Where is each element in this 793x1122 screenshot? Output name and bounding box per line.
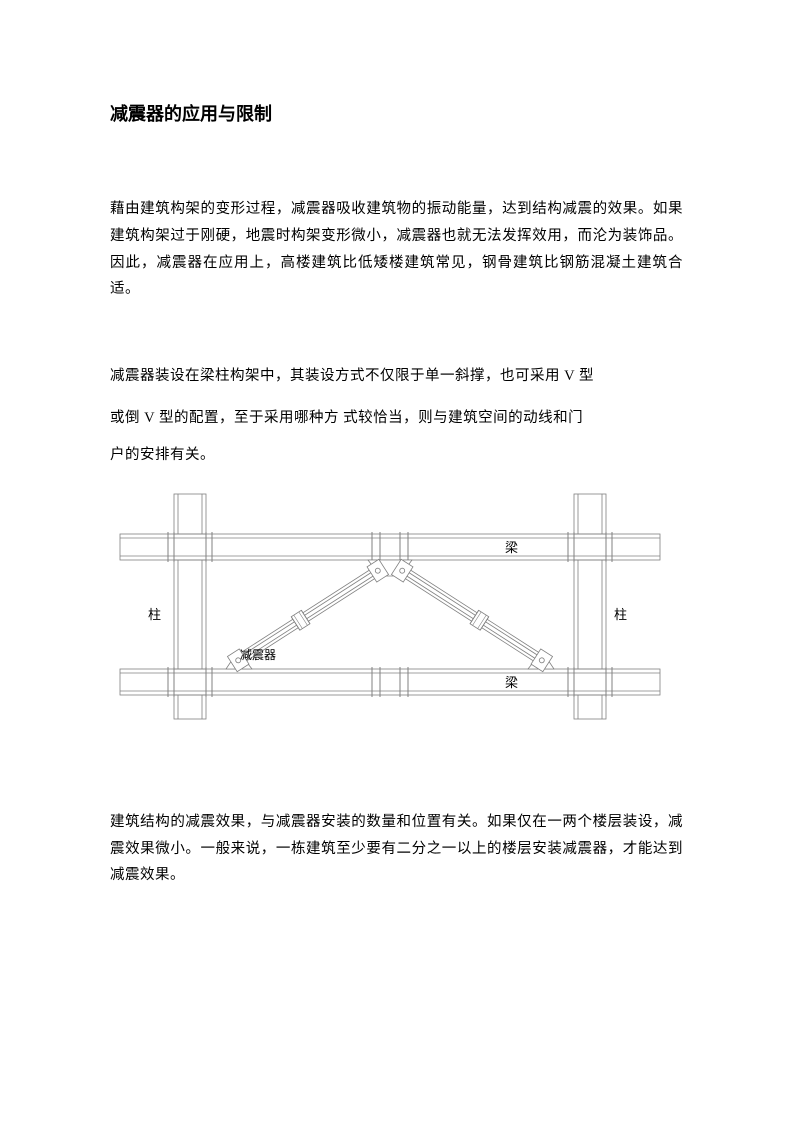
page-title: 减震器的应用与限制 — [110, 100, 683, 126]
paragraph-5: 建筑结构的减震效果，与减震器安装的数量和位置有关。如果仅在一两个楼层装设，减震效… — [110, 809, 683, 889]
svg-text:柱: 柱 — [614, 607, 627, 622]
damper-svg: 梁梁柱柱减震器 — [110, 489, 670, 729]
svg-text:梁: 梁 — [505, 540, 518, 555]
paragraph-3: 或倒 V 型的配置，至于采用哪种方 式较恰当，则与建筑空间的动线和门 — [110, 405, 683, 432]
paragraph-4: 户的安排有关。 — [110, 442, 683, 469]
svg-text:减震器: 减震器 — [240, 648, 276, 662]
damper-diagram: 梁梁柱柱减震器 — [110, 489, 670, 729]
svg-text:柱: 柱 — [148, 607, 161, 622]
svg-text:梁: 梁 — [505, 675, 518, 690]
paragraph-1: 藉由建筑构架的变形过程，减震器吸收建筑物的振动能量，达到结构减震的效果。如果建筑… — [110, 196, 683, 303]
paragraph-2: 减震器装设在梁柱构架中，其装设方式不仅限于单一斜撑，也可采用 V 型 — [110, 363, 683, 390]
